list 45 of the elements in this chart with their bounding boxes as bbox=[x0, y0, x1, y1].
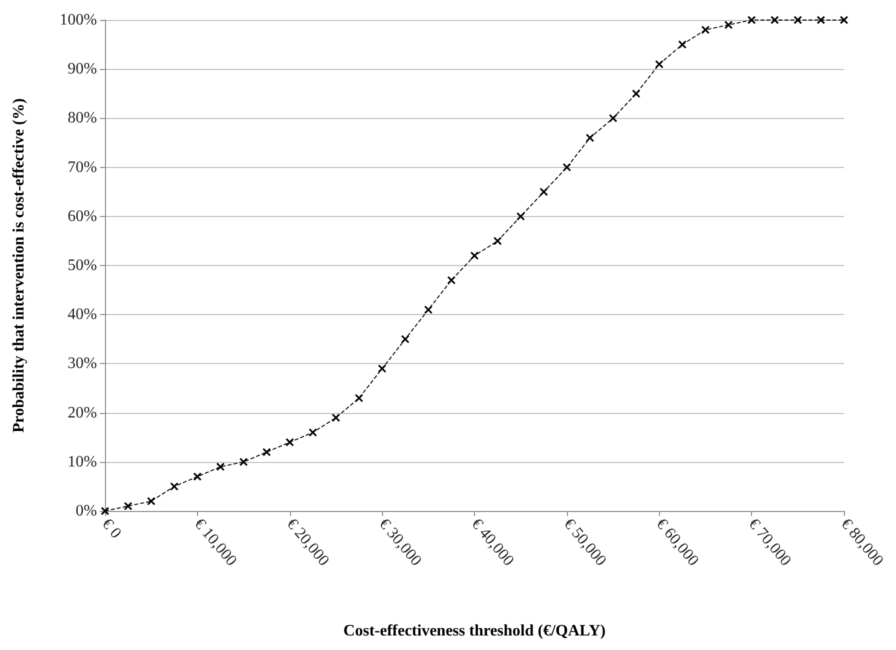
y-tick-label: 50% bbox=[68, 257, 97, 274]
point bbox=[124, 502, 132, 510]
point bbox=[147, 497, 156, 506]
y-tick-label: 10% bbox=[68, 453, 97, 470]
point bbox=[609, 114, 618, 122]
y-axis-title: Probability that intervention is cost-effective (%) bbox=[10, 98, 28, 433]
point bbox=[724, 20, 733, 29]
point bbox=[701, 26, 710, 34]
y-tick-label: 80% bbox=[68, 110, 97, 127]
point bbox=[840, 16, 848, 24]
point bbox=[655, 60, 664, 68]
point bbox=[794, 16, 802, 24]
point bbox=[332, 414, 340, 422]
point bbox=[632, 90, 640, 98]
point bbox=[516, 212, 525, 220]
x-tick-label: € 0 bbox=[98, 516, 124, 542]
point bbox=[424, 306, 432, 314]
point bbox=[494, 236, 502, 245]
y-tick-label: 0% bbox=[76, 502, 97, 520]
point bbox=[816, 16, 825, 24]
point bbox=[378, 364, 386, 373]
point bbox=[240, 458, 248, 466]
y-tick-label: 70% bbox=[68, 158, 97, 176]
point bbox=[748, 16, 756, 24]
point bbox=[262, 448, 271, 456]
y-tick-label: 40% bbox=[68, 306, 97, 324]
point bbox=[286, 438, 294, 446]
point bbox=[308, 428, 317, 436]
y-tick-label: 20% bbox=[68, 404, 97, 422]
point bbox=[470, 252, 478, 260]
point bbox=[355, 394, 364, 402]
y-tick-label: 60% bbox=[68, 208, 97, 225]
point bbox=[586, 134, 594, 142]
x-axis-title: Cost-effectiveness threshold (€/QALY) bbox=[343, 622, 606, 640]
y-tick-label: 100% bbox=[60, 12, 97, 28]
y-tick-label: 30% bbox=[68, 355, 97, 372]
point bbox=[193, 472, 202, 481]
point bbox=[540, 188, 548, 196]
point bbox=[170, 482, 178, 490]
y-tick-label: 90% bbox=[68, 60, 97, 78]
point bbox=[447, 276, 456, 284]
point bbox=[216, 462, 224, 471]
point bbox=[562, 163, 571, 172]
point bbox=[678, 40, 686, 49]
point bbox=[401, 335, 410, 344]
